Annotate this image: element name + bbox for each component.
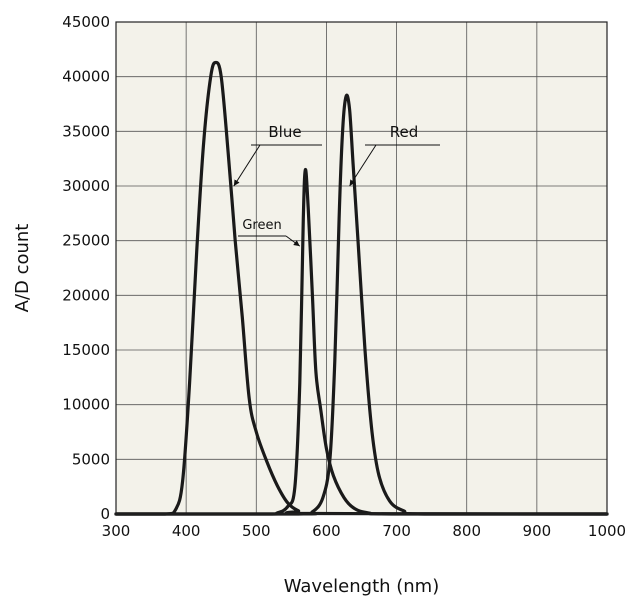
y-tick-label: 25000 <box>62 232 110 250</box>
y-tick-label: 5000 <box>72 450 110 468</box>
x-tick-label: 1000 <box>588 522 626 540</box>
y-tick-label: 10000 <box>62 396 110 414</box>
label-arrow-green <box>285 235 301 247</box>
series-curve-green <box>114 167 609 516</box>
y-tick-label: 35000 <box>62 122 110 140</box>
series-label-green: Green <box>242 218 281 233</box>
y-axis-title: A/D count <box>12 224 33 313</box>
series-annotations: Blue Green Red <box>233 123 440 247</box>
label-arrow-blue <box>233 144 261 187</box>
tick-labels: 300 400 500 600 700 800 900 1000050001000015000… <box>62 13 626 540</box>
x-tick-label: 700 <box>382 522 411 540</box>
y-tick-label: 20000 <box>62 286 110 304</box>
plot-area <box>116 22 607 514</box>
plot-frame <box>115 21 608 515</box>
y-tick-label: 0 <box>100 505 110 523</box>
series-curve-blue <box>114 60 609 516</box>
y-tick-label: 40000 <box>62 68 110 86</box>
series-curve-red <box>114 93 609 516</box>
x-axis-title: Wavelength (nm) <box>284 576 440 597</box>
x-tick-label: 400 <box>172 522 201 540</box>
x-tick-label: 800 <box>452 522 481 540</box>
y-tick-label: 15000 <box>62 341 110 359</box>
series-label-red: Red <box>390 123 419 141</box>
y-tick-label: 45000 <box>62 13 110 31</box>
series-label-blue: Blue <box>268 123 301 141</box>
x-tick-label: 500 <box>242 522 271 540</box>
label-arrow-red <box>349 144 377 187</box>
series-curves <box>114 60 609 516</box>
x-tick-label: 600 <box>312 522 341 540</box>
x-tick-label: 900 <box>523 522 552 540</box>
x-tick-label: 300 <box>102 522 131 540</box>
y-tick-label: 30000 <box>62 177 110 195</box>
